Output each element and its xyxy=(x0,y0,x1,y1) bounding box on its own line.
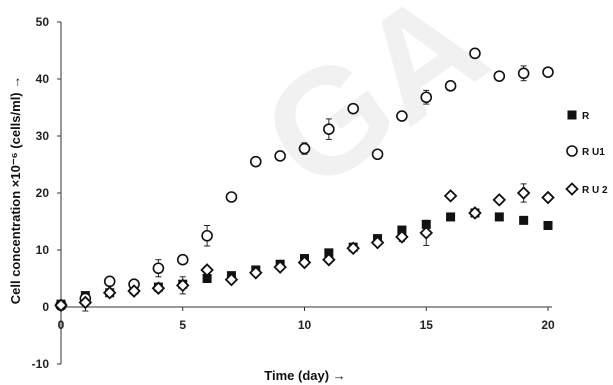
data-point-r-u1 xyxy=(444,80,457,92)
watermark-text: GA xyxy=(233,0,514,223)
data-point-r-u1 xyxy=(103,275,116,288)
data-point-r-u-2 xyxy=(78,295,93,310)
data-point-r-u-2 xyxy=(273,260,287,274)
data-point-r-u-2 xyxy=(151,281,166,295)
data-point-r-u-2 xyxy=(443,189,458,203)
data-point-r xyxy=(397,225,407,235)
axes-group: -10 0 10 20 30 40 50 0 5 10 15 20 xyxy=(32,15,555,371)
y-tick-label: 10 xyxy=(36,243,50,257)
data-point-r-u-2 xyxy=(419,226,434,240)
data-point-r-u1 xyxy=(323,123,335,135)
y-tick-label: 0 xyxy=(42,300,49,314)
data-point-r-u1 xyxy=(347,102,360,115)
data-point-r-u1 xyxy=(152,262,165,275)
data-point-r-u-2 xyxy=(468,206,482,220)
data-point-r-u-2 xyxy=(224,272,239,287)
data-point-r-u1 xyxy=(469,47,481,60)
data-point-r-u-2 xyxy=(200,263,214,277)
data-point-r-u-2 xyxy=(54,298,68,313)
data-point-r-u1 xyxy=(517,67,530,80)
x-tick-label: 0 xyxy=(58,318,65,332)
y-tick-label: 30 xyxy=(36,129,50,143)
legend-label-r-u1: R U1 xyxy=(582,147,605,158)
legend-label-r: R xyxy=(582,111,590,122)
data-point-r-u-2 xyxy=(516,186,531,200)
data-point-r xyxy=(202,274,212,283)
data-point-r-u1 xyxy=(493,70,506,82)
data-point-r-u-2 xyxy=(346,241,360,256)
y-tick-label: 50 xyxy=(36,15,50,29)
x-tick-label: 10 xyxy=(298,318,312,332)
x-tick-label: 5 xyxy=(179,318,186,332)
data-point-r-u-2 xyxy=(175,278,190,293)
data-point-r xyxy=(446,212,456,222)
data-point-r-u-2 xyxy=(322,252,336,267)
data-point-r-u-2 xyxy=(492,193,507,207)
data-point-r xyxy=(324,248,334,258)
y-axis-title: Cell concentration ×10⁻⁶ (cells/ml) → xyxy=(8,76,23,305)
data-point-r-u-2 xyxy=(102,285,117,300)
data-point-r-u1 xyxy=(396,110,408,122)
data-point-r xyxy=(519,215,529,225)
data-point-r-u1 xyxy=(371,148,384,161)
x-axis-title: Time (day) → xyxy=(264,368,345,383)
data-points-group xyxy=(54,47,555,313)
data-point-r-u1 xyxy=(420,91,433,104)
data-point-r-u1 xyxy=(225,191,238,203)
data-point-r-u1 xyxy=(176,253,189,266)
data-point-r-u-2 xyxy=(395,230,409,244)
legend-marker-r xyxy=(567,110,577,120)
x-tick-label: 15 xyxy=(420,318,434,332)
data-point-r-u1 xyxy=(298,142,311,155)
data-point-r-u-2 xyxy=(249,266,263,280)
y-tick-label: 20 xyxy=(36,186,50,200)
data-point-r-u-2 xyxy=(297,255,312,270)
data-point-r xyxy=(543,220,553,230)
data-point-r-u1 xyxy=(250,155,262,168)
data-point-r xyxy=(421,219,431,229)
y-tick-label: 40 xyxy=(36,72,50,86)
data-point-r xyxy=(494,212,504,222)
legend-marker-r-u1 xyxy=(566,145,578,157)
legend: R R U1 R U 2 xyxy=(565,110,608,196)
data-point-r-u-2 xyxy=(541,190,555,205)
data-point-r-u-2 xyxy=(127,284,141,298)
legend-marker-r-u-2 xyxy=(565,182,579,196)
legend-label-r-u-2: R U 2 xyxy=(582,185,608,196)
data-point-r-u1 xyxy=(201,229,213,242)
y-tick-label: -10 xyxy=(32,357,50,371)
data-point-r-u1 xyxy=(274,150,286,162)
data-point-r-u-2 xyxy=(370,235,385,250)
x-tick-label: 20 xyxy=(541,318,555,332)
data-point-r-u1 xyxy=(542,66,554,78)
